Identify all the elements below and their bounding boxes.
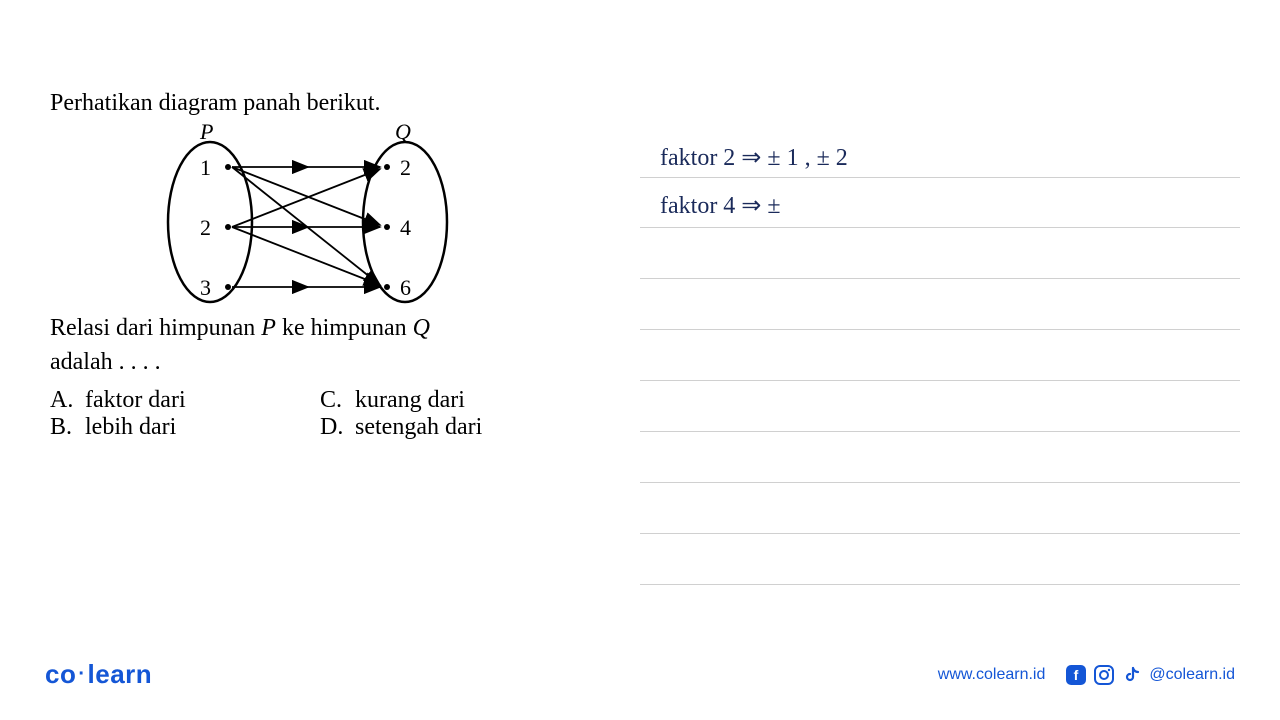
- tiktok-icon: [1121, 664, 1143, 686]
- ruled-line: [640, 227, 1240, 228]
- set-p-label: P: [200, 119, 213, 145]
- question-prompt: Relasi dari himpunan P ke himpunan Q ada…: [50, 312, 580, 379]
- instagram-icon: [1093, 664, 1115, 686]
- q-elem-4: 4: [400, 215, 411, 240]
- ruled-line: [640, 329, 1240, 330]
- q-elem-6: 6: [400, 275, 411, 300]
- ruled-line: [640, 278, 1240, 279]
- footer-url: www.colearn.id: [938, 666, 1046, 684]
- ruled-line: [640, 177, 1240, 178]
- p-elem-1: 1: [200, 155, 211, 180]
- option-b: B. lebih dari: [50, 414, 280, 441]
- diagram-svg: 1 2 3 2 4 6: [140, 127, 480, 312]
- footer: co·learn www.colearn.id f @colearn.id: [0, 659, 1280, 690]
- option-c: C. kurang dari: [320, 387, 550, 414]
- handwriting-line-2: faktor 4 ⇒ ±: [660, 192, 781, 221]
- question-header: Perhatikan diagram panah berikut.: [50, 90, 580, 117]
- ruled-line: [640, 533, 1240, 534]
- arrow-diagram: P Q 1 2 3 2: [140, 127, 480, 307]
- ruled-line: [640, 380, 1240, 381]
- options-list: A. faktor dari C. kurang dari B. lebih d…: [50, 387, 580, 441]
- set-q-label: Q: [395, 119, 411, 145]
- p-elem-2: 2: [200, 215, 211, 240]
- q-elem-2: 2: [400, 155, 411, 180]
- ruled-line: [640, 482, 1240, 483]
- facebook-icon: f: [1065, 664, 1087, 686]
- option-d: D. setengah dari: [320, 414, 550, 441]
- ruled-line: [640, 431, 1240, 432]
- handwriting-line-1: faktor 2 ⇒ ± 1 , ± 2: [660, 144, 848, 173]
- svg-text:f: f: [1074, 667, 1079, 683]
- p-elem-3: 3: [200, 275, 211, 300]
- footer-handle: @colearn.id: [1149, 666, 1235, 684]
- ruled-line: [640, 584, 1240, 585]
- option-a: A. faktor dari: [50, 387, 280, 414]
- colearn-logo: co·learn: [45, 659, 152, 690]
